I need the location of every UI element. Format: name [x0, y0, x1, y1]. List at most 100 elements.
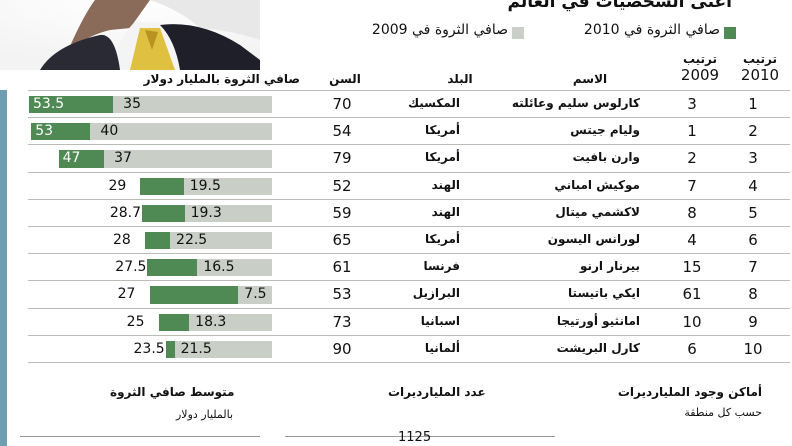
rank-2010: 9	[748, 312, 758, 331]
bar-2010	[145, 232, 171, 250]
country-name: فرنسا	[423, 259, 460, 274]
footer-locations-subtitle: حسب كل منطقة	[684, 406, 762, 419]
value-label-2010: 29	[108, 177, 127, 194]
legend-label-2009: صافي الثروة في 2009	[371, 22, 508, 38]
bar-2010	[147, 259, 198, 277]
col-header-age: السن	[329, 72, 361, 86]
age-value: 52	[332, 176, 352, 195]
left-edge-strip	[0, 90, 7, 446]
value-label-2009: 19.5	[189, 177, 221, 194]
col-header-rank-2010-year: 2010	[740, 66, 780, 84]
rank-2010: 5	[748, 203, 758, 222]
row-separator	[28, 280, 790, 282]
row-separator	[28, 362, 790, 363]
age-value: 79	[332, 149, 352, 168]
footer-divider-left	[20, 436, 260, 437]
person-name: كارل البريشت	[556, 340, 640, 355]
country-name: ألمانيا	[424, 340, 460, 355]
bar-2009	[184, 204, 273, 222]
rank-2009: 61	[682, 285, 702, 304]
bar-2009	[197, 259, 273, 277]
col-header-country: البلد	[447, 72, 473, 86]
value-label-2010: 25	[126, 313, 145, 330]
bar-2009	[90, 123, 273, 141]
footer-count-value: 1125	[398, 430, 432, 445]
col-header-net-worth: صافي الثروة بالمليار دولار	[143, 72, 300, 86]
value-label-2010: 53.5	[33, 96, 65, 112]
row-separator	[28, 198, 790, 200]
col-header-rank-2010-label: ترتيب	[742, 52, 778, 66]
value-label-2010: 53	[35, 123, 54, 140]
value-label-2010: 23.5	[133, 340, 165, 357]
rank-2010: 3	[748, 149, 758, 168]
age-value: 59	[332, 203, 352, 222]
rank-2009: 6	[687, 339, 697, 358]
person-name: امانثيو أورتيجا	[556, 313, 640, 328]
rank-2009: 8	[687, 203, 697, 222]
footer-avg-title: متوسط صافي الثروة	[110, 385, 235, 399]
rank-2009: 1	[687, 122, 697, 141]
person-name: وارن بافيت	[572, 150, 640, 165]
rank-2009: 7	[687, 176, 697, 195]
bar-2009	[189, 313, 273, 331]
value-label-2010: 28.7	[109, 204, 141, 221]
bar-2009	[174, 340, 273, 358]
col-header-rank-2009-year: 2009	[680, 66, 720, 84]
value-label-2009: 37	[114, 150, 132, 167]
rank-2010: 2	[748, 122, 758, 141]
footer-avg-subtitle: بالمليار دولار	[176, 408, 234, 421]
rank-2009: 2	[687, 149, 697, 168]
person-name: بيرنار ارنو	[579, 259, 640, 274]
rank-2009: 4	[687, 231, 697, 249]
col-header-rank-2009-label: ترتيب	[682, 52, 718, 66]
legend-swatch-2009	[512, 27, 524, 39]
bar-2009	[238, 286, 273, 304]
bar-2010	[149, 286, 239, 304]
rank-2010: 4	[748, 176, 758, 195]
country-name: أمريكا	[425, 150, 460, 165]
country-name: البرازيل	[412, 286, 460, 301]
row-separator	[28, 117, 790, 119]
person-name: وليام جيتس	[570, 123, 640, 138]
country-name: أمريكا	[425, 123, 460, 138]
value-label-2009: 18.3	[195, 313, 227, 330]
chart-title: أغنى الشخصيات في العالم	[507, 0, 733, 12]
bar-2010	[31, 123, 91, 141]
rank-2009: 3	[687, 95, 697, 113]
country-name: الهند	[431, 204, 460, 219]
value-label-2009: 35	[123, 96, 141, 112]
age-value: 73	[332, 312, 352, 331]
legend-label-2010: صافي الثروة في 2010	[583, 22, 720, 38]
person-name: كارلوس سليم وعائلته	[511, 96, 640, 110]
age-value: 65	[332, 231, 352, 249]
row-separator-top	[28, 90, 790, 91]
bar-2010	[141, 204, 185, 222]
person-name: ايكي باتيستا	[568, 286, 640, 301]
value-label-2010: 27.5	[115, 259, 147, 276]
row-separator	[28, 307, 790, 309]
rank-2010: 8	[748, 285, 758, 304]
rank-2010: 10	[743, 339, 763, 358]
bar-2009	[104, 150, 273, 168]
portrait-photo	[0, 0, 260, 70]
age-value: 90	[332, 339, 352, 358]
value-label-2010: 27	[117, 286, 136, 303]
footer-count-title: عدد المليارديرات	[388, 385, 486, 399]
bar-2009	[170, 232, 273, 250]
bar-2009	[183, 177, 273, 195]
country-name: المكسيك	[408, 96, 460, 110]
row-separator	[28, 144, 790, 146]
rank-2009: 15	[682, 258, 702, 277]
bar-2010	[140, 177, 184, 195]
bar-2010	[165, 340, 175, 358]
value-label-2009: 7.5	[244, 286, 267, 303]
row-separator	[28, 334, 790, 336]
value-label-2009: 40	[100, 123, 119, 140]
person-name: لاكشمي ميتال	[555, 204, 640, 219]
person-name: لورانس اليسون	[547, 232, 640, 246]
value-label-2009: 21.5	[180, 340, 212, 357]
col-header-rank-2009: ترتيب 2009	[672, 52, 728, 84]
rank-2010: 7	[748, 258, 758, 277]
rank-2010: 6	[748, 231, 758, 249]
row-separator	[28, 253, 790, 255]
